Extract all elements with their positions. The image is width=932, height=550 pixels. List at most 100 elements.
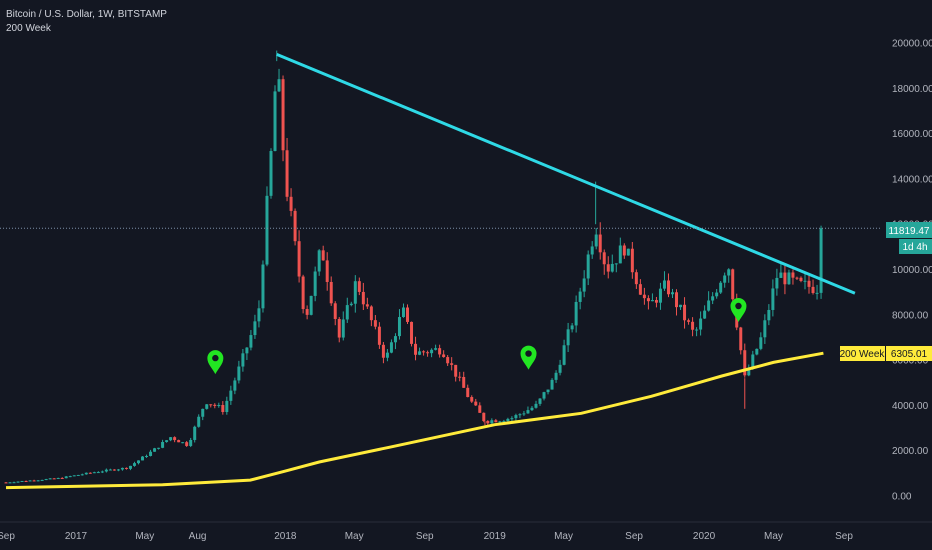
candle-body [506,418,510,422]
candle-body [482,412,486,422]
candle-body [542,392,546,399]
candle-body [626,248,630,256]
x-tick-label: 2020 [693,531,716,542]
candle-body [747,368,751,376]
candle-body [124,467,128,469]
candle-body [574,301,578,326]
candle-body [819,228,823,293]
candle-body [52,478,56,480]
candle-body [590,246,594,255]
candle-body [12,482,16,484]
candle-body [707,300,711,311]
candle-body [353,281,357,304]
candle-body [229,390,233,401]
y-tick-label: 6000.00 [892,356,929,367]
candle-body [40,479,44,481]
candle-body [177,440,181,443]
ma-name-tag [840,346,885,361]
candle-body [349,303,353,306]
candle-body [791,272,795,278]
candle-body [582,278,586,292]
candle-body [32,480,36,482]
candle-body [783,272,787,285]
candle-body [642,294,646,299]
candle-body [277,79,281,92]
x-axis[interactable]: Sep 2017 May Aug 2018 May Sep 2019 May Sep 2020 May… [0,531,853,542]
y-tick-label: 16000.00 [892,129,932,140]
candle-body [558,364,562,373]
candles-group [4,50,823,484]
candle-body [646,298,650,302]
trend-line[interactable] [276,52,856,295]
y-tick-label: 18000.00 [892,84,932,95]
y-tick-label: 8000.00 [892,310,929,321]
y-tick-label: 10000.00 [892,265,932,276]
candle-body [803,280,807,282]
candle-body [265,195,269,265]
candle-body [466,387,470,398]
candle-body [401,307,405,318]
candle-body [795,277,799,279]
candle-body [602,252,606,265]
candle-body [257,308,261,322]
candle-body [594,234,598,247]
candle-body [377,326,381,345]
candle-body [289,196,293,211]
candle-body [120,467,124,470]
candle-body [755,348,759,355]
candle-body [28,480,32,482]
candle-body [675,292,679,308]
candle-body [446,357,450,364]
candle-body [8,482,12,484]
candle-body [112,469,116,471]
candle-body [807,280,811,287]
markers-group [207,298,747,375]
candle-body [225,400,229,412]
y-axis[interactable]: 20000.0018000.0016000.0014000.0012000.00… [892,39,932,503]
x-tick-label: Sep [625,531,643,542]
candle-body [458,376,462,378]
candle-body [169,437,173,441]
candle-body [751,354,755,369]
candle-body [486,421,490,424]
candle-body [622,245,626,256]
candle-body [337,318,341,338]
candle-body [361,291,365,305]
candle-body [100,471,104,473]
y-tick-label: 4000.00 [892,401,929,412]
candle-body [213,404,217,406]
candle-body [510,418,514,420]
candle-body [606,264,610,272]
candle-body [799,277,803,282]
candle-body [385,352,389,358]
candle-body [381,344,385,358]
candle-body [530,407,534,411]
y-tick-label: 14000.00 [892,174,932,185]
candle-body [679,304,683,308]
location-marker-icon [730,298,747,323]
x-tick-label: 2017 [65,531,88,542]
candle-body [193,426,197,440]
candle-body [165,440,169,442]
candle-body [197,416,201,427]
candle-body [157,447,161,449]
candle-body [586,254,590,279]
x-tick-label: May [764,531,783,542]
candle-body [357,281,361,292]
candle-body [317,250,321,272]
candle-body [554,372,558,380]
candle-body [321,250,325,261]
candle-body [474,401,478,406]
candle-body [4,482,8,484]
candle-body [153,448,157,452]
candle-body [634,272,638,285]
price-tag-text: 11819.47 [889,226,930,237]
countdown-tag-text: 1d 4h [902,242,927,253]
x-tick-label: Sep [416,531,434,542]
candle-body [365,304,369,307]
candle-body [88,472,92,474]
candle-body [683,304,687,321]
countdown-tag [899,239,932,254]
candle-body [329,281,333,304]
